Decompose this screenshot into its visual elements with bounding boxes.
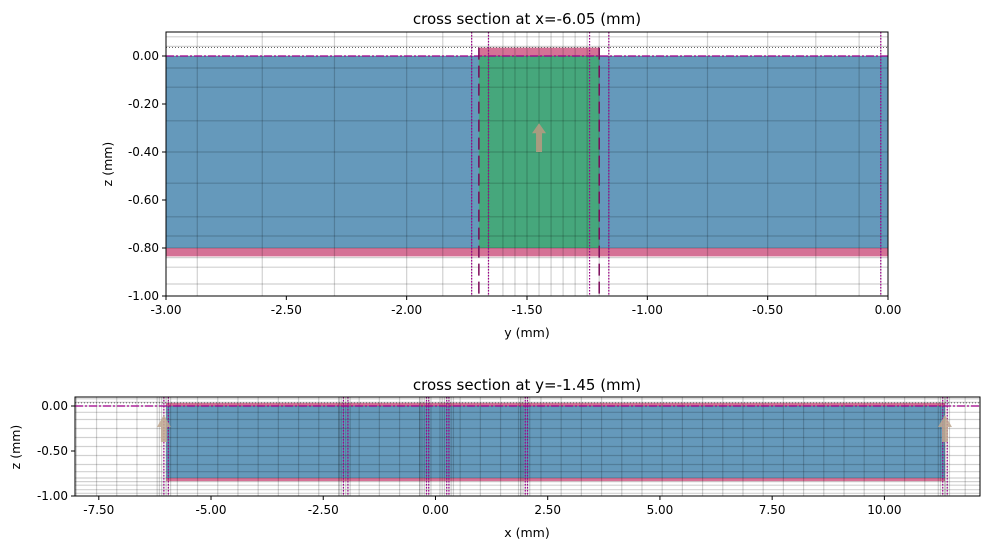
bottom-x-label: x (mm): [504, 525, 549, 540]
top-y-label: z (mm): [100, 142, 115, 187]
x-tick-label: -2.50: [271, 303, 302, 317]
y-tick-label: 0.00: [132, 49, 159, 63]
structure-strip: [166, 402, 945, 406]
plot-area: [166, 32, 888, 296]
structure-substrate: [166, 406, 945, 478]
x-tick-label: -2.50: [308, 503, 339, 517]
bottom-plot: cross section at y=-1.45 (mm) x (mm) z (…: [8, 376, 981, 540]
source-arrow-icon: [156, 415, 171, 442]
y-tick-label: -0.80: [128, 241, 159, 255]
x-tick-label: -0.50: [752, 303, 783, 317]
x-tick-label: 7.50: [759, 503, 786, 517]
source-arrow-icon: [937, 415, 952, 442]
source-arrow-icon: [532, 123, 547, 152]
y-tick-label: -0.60: [128, 193, 159, 207]
bottom-plot-title: cross section at y=-1.45 (mm): [413, 376, 641, 394]
top-plot-title: cross section at x=-6.05 (mm): [413, 10, 641, 28]
y-tick-label: 0.00: [41, 399, 68, 413]
x-tick-label: -3.00: [150, 303, 181, 317]
y-tick-label: -1.00: [128, 289, 159, 303]
x-tick-label: 10.00: [867, 503, 901, 517]
x-tick-label: 2.50: [534, 503, 561, 517]
x-tick-label: -1.00: [632, 303, 663, 317]
y-tick-label: -0.50: [37, 444, 68, 458]
y-tick-label: -1.00: [37, 489, 68, 503]
axes-frame: [74, 396, 981, 497]
top-x-label: y (mm): [504, 325, 549, 340]
x-tick-label: -2.00: [391, 303, 422, 317]
bottom-y-label: z (mm): [8, 425, 23, 470]
x-tick-label: 0.00: [422, 503, 449, 517]
top-plot: cross section at x=-6.05 (mm) y (mm) z (…: [100, 10, 901, 340]
x-tick-label: 0.00: [875, 303, 902, 317]
structure-ground: [166, 478, 945, 482]
y-tick-label: -0.40: [128, 145, 159, 159]
plot-area: [75, 397, 980, 496]
x-tick-label: 5.00: [647, 503, 674, 517]
x-tick-label: -1.50: [511, 303, 542, 317]
structure-strip: [478, 47, 600, 56]
structure-ground: [166, 248, 888, 257]
y-tick-label: -0.20: [128, 97, 159, 111]
x-tick-label: -5.00: [195, 503, 226, 517]
x-tick-label: -7.50: [83, 503, 114, 517]
